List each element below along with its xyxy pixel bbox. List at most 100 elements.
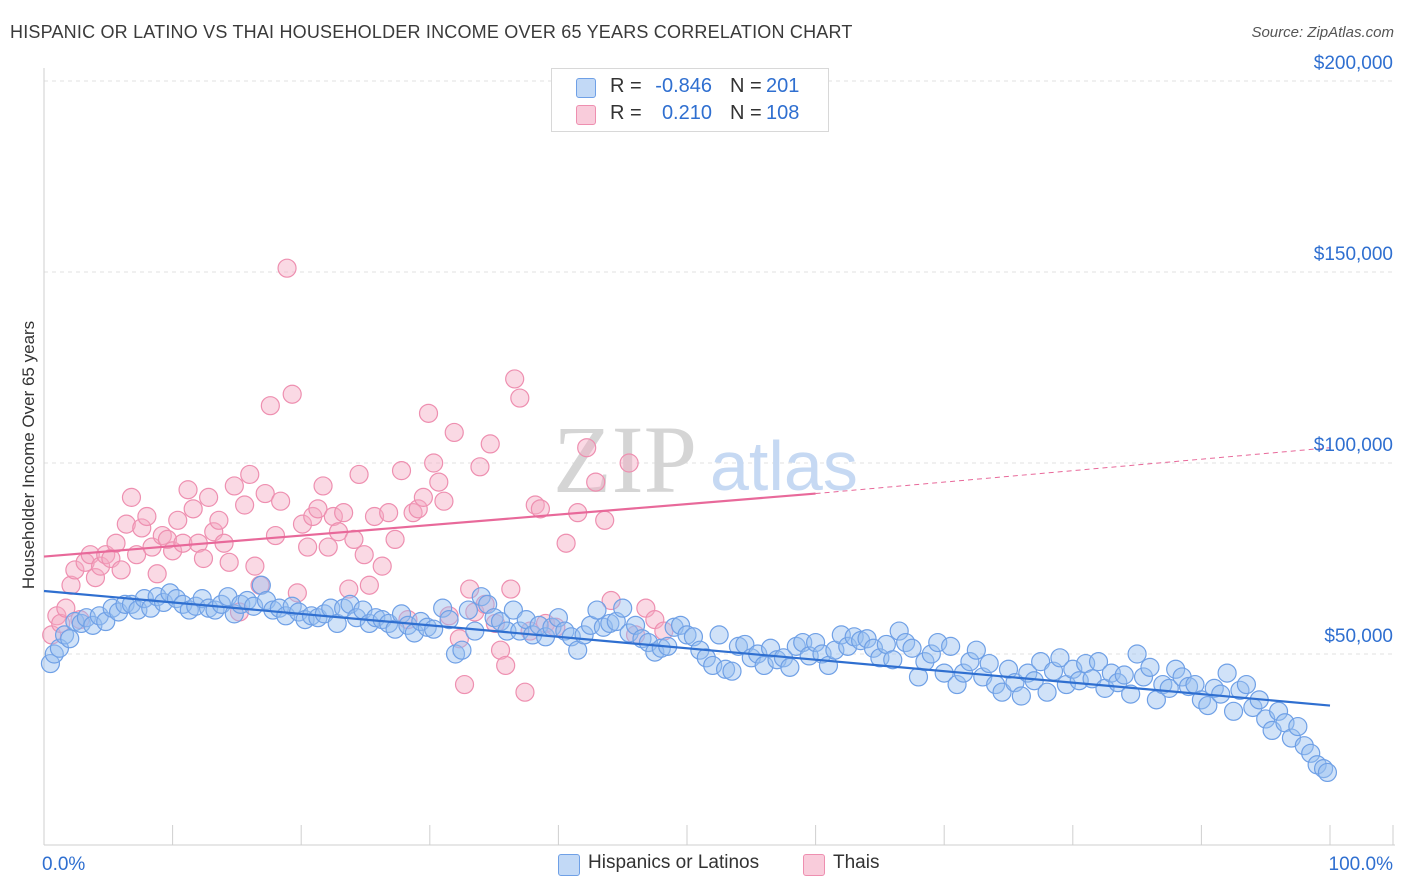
thais-point (501, 579, 521, 599)
hispanic-point (398, 615, 418, 635)
thais-point (372, 556, 392, 576)
thais-point (209, 510, 229, 530)
hispanic-point (863, 638, 884, 658)
thais-point (292, 514, 313, 534)
thais-point (460, 579, 480, 599)
thais-point (525, 495, 545, 515)
hispanic-point (1211, 684, 1231, 704)
axes (43, 68, 1395, 846)
hispanic-point (966, 640, 986, 660)
thais-point (413, 487, 433, 507)
thais-point (168, 510, 188, 530)
legend-n-label: N = (730, 75, 762, 97)
hispanic-point (1037, 682, 1057, 702)
hispanic-point (1133, 667, 1154, 687)
watermark: ZIP atlas (553, 406, 858, 513)
thais-point (480, 434, 500, 454)
thais-point (323, 506, 343, 527)
thais-point (219, 552, 239, 572)
thais-point (298, 537, 318, 557)
hispanic-point (934, 663, 954, 683)
thais-point (619, 453, 639, 473)
hispanic-point (439, 610, 459, 630)
y-axis-label: Householder Income Over 65 years (19, 321, 38, 589)
hispanic-point (889, 621, 909, 641)
thais-point (178, 480, 198, 500)
hispanic-point (251, 575, 271, 595)
thais-point (434, 491, 454, 511)
hispanic-point (44, 644, 64, 664)
hispanic-point (433, 598, 453, 618)
legend-r-label: R = (610, 75, 642, 97)
thais-point (339, 579, 359, 599)
hispanic-point (1050, 648, 1070, 668)
x-tick-label: 0.0% (42, 854, 85, 875)
thais-point (424, 453, 444, 473)
thais-point (260, 396, 280, 416)
hispanic-point (928, 632, 948, 653)
thais-point (454, 674, 475, 695)
hispanic-point (696, 648, 716, 668)
thais-point (490, 640, 511, 660)
thais-point (255, 483, 275, 504)
thais-point (449, 629, 469, 649)
x-tick-label: 100.0% (1329, 854, 1394, 875)
hispanic-point (760, 638, 781, 658)
thais-point (385, 529, 405, 550)
thais-point (137, 506, 157, 527)
thais-point (586, 472, 606, 492)
hispanic-point (1121, 684, 1141, 704)
bottom-legend-swatch-pink (803, 854, 825, 876)
hispanic-point (941, 636, 961, 656)
hispanic-point (465, 621, 485, 641)
thais-point (334, 503, 354, 523)
hispanic-point (703, 655, 723, 676)
thais-point (193, 548, 214, 569)
thais-point (418, 403, 439, 423)
hispanic-point (1114, 665, 1134, 685)
watermark-zip: ZIP (553, 406, 697, 513)
thais-point (318, 537, 338, 557)
thais-point (496, 655, 516, 676)
hispanic-point (805, 632, 826, 653)
hispanic-point (1236, 674, 1257, 695)
hispanic-point (60, 629, 80, 649)
thais-point (444, 422, 464, 443)
hispanic-point (83, 615, 103, 635)
thais-point (530, 499, 550, 519)
thais-point (364, 506, 385, 527)
hispanic-point (1031, 652, 1051, 672)
hispanic-point (947, 674, 967, 695)
thais-point (111, 560, 131, 580)
y-tick-label: $150,000 (1314, 244, 1393, 265)
hispanic-point (40, 653, 61, 674)
watermark-atlas: atlas (710, 427, 858, 505)
thais-point (271, 491, 291, 511)
thais-point (240, 464, 260, 485)
hispanic-point (780, 657, 800, 677)
thais-point (56, 598, 76, 618)
thais-point (65, 560, 85, 580)
thais-point (308, 499, 328, 519)
y-tick-label: $100,000 (1314, 435, 1393, 456)
thais-point (147, 564, 167, 584)
y-tick-label: $200,000 (1314, 53, 1393, 74)
hispanic-point (503, 600, 523, 620)
thais-point (106, 533, 126, 553)
legend-swatch-blue (576, 78, 596, 98)
thais-point (408, 499, 428, 519)
legend-n-label: N = (730, 102, 762, 124)
thais-point (132, 518, 152, 538)
thais-point (379, 503, 399, 523)
hispanic-point (510, 621, 530, 641)
thais-point (601, 590, 621, 611)
hispanic-point (960, 652, 980, 672)
hispanic-point (613, 598, 633, 618)
trend-lines (43, 447, 1331, 707)
hispanic-point (670, 615, 691, 635)
hispanic-point (921, 644, 941, 664)
thais-point (199, 487, 219, 507)
hispanic-point (1313, 758, 1334, 779)
thais-point (359, 575, 379, 595)
hispanic-point (424, 619, 444, 639)
